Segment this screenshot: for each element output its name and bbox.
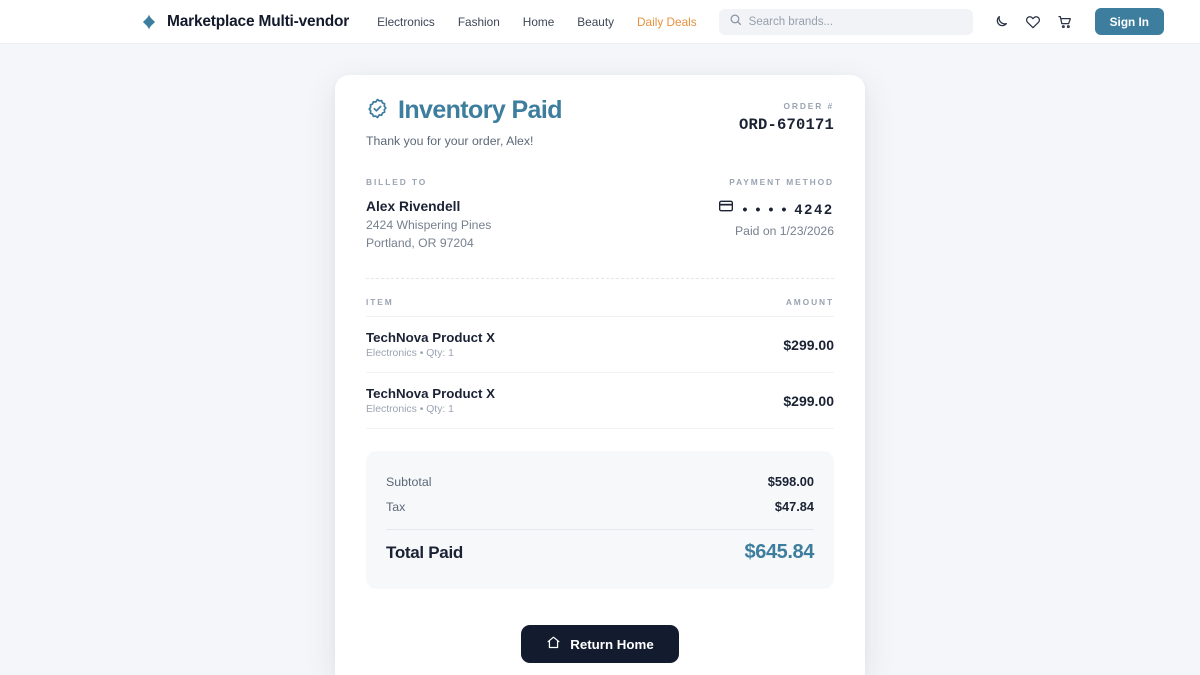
billed-to-block: BILLED TO Alex Rivendell 2424 Whispering… [366, 177, 491, 250]
site-header: Marketplace Multi-vendor Electronics Fas… [0, 0, 1200, 44]
home-icon [546, 635, 561, 653]
credit-card-icon [718, 198, 734, 219]
subtotal-label: Subtotal [386, 474, 432, 489]
receipt-title-left: Inventory Paid Thank you for your order,… [366, 97, 562, 148]
order-number-value: ORD-670171 [738, 116, 834, 134]
badge-check-icon [366, 97, 389, 125]
item-info: TechNova Product X Electronics • Qty: 1 [366, 386, 495, 415]
item-amount: $299.00 [783, 336, 834, 353]
billing-payment-row: BILLED TO Alex Rivendell 2424 Whispering… [366, 177, 834, 250]
brand-logo-link[interactable]: Marketplace Multi-vendor [140, 13, 349, 31]
heart-icon[interactable] [1025, 14, 1041, 30]
main-nav: Electronics Fashion Home Beauty Daily De… [377, 15, 697, 29]
billed-to-name: Alex Rivendell [366, 199, 461, 214]
header-actions: Sign In [993, 8, 1164, 35]
items-table-header: ITEM AMOUNT [366, 279, 834, 317]
tax-label: Tax [386, 499, 406, 514]
paid-on-date: Paid on 1/23/2026 [735, 224, 834, 238]
totals-divider [386, 529, 814, 530]
grand-total-label: Total Paid [386, 542, 463, 562]
nav-link-electronics[interactable]: Electronics [377, 14, 435, 29]
billed-to-address-line2: Portland, OR 97204 [366, 236, 474, 250]
search-input[interactable] [748, 15, 963, 28]
shopping-cart-icon[interactable] [1057, 14, 1073, 30]
item-name: TechNova Product X [366, 386, 496, 401]
subtotal-row: Subtotal $598.00 [386, 469, 814, 494]
card-last4: • • • • 4242 [742, 200, 834, 217]
items-header-item: ITEM [366, 297, 394, 307]
section-divider [366, 278, 834, 279]
receipt-footer: Return Home Need help? Contact Support [335, 589, 865, 675]
subtotal-value: $598.00 [767, 474, 814, 489]
billed-to-address-line1: 2424 Whispering Pines [366, 218, 492, 232]
payment-method-block: PAYMENT METHOD • • • • 4242 Paid on 1/23… [718, 177, 834, 250]
item-info: TechNova Product X Electronics • Qty: 1 [366, 330, 495, 359]
tax-value: $47.84 [774, 499, 814, 514]
thank-you-text: Thank you for your order, Alex! [366, 134, 534, 148]
diamond-leaf-logo-icon [140, 13, 158, 31]
table-row: TechNova Product X Electronics • Qty: 1 … [366, 373, 834, 429]
receipt-body: Inventory Paid Thank you for your order,… [335, 75, 865, 589]
page-title: Inventory Paid [398, 96, 562, 125]
order-number-label: ORDER # [783, 101, 834, 111]
payment-method-label: PAYMENT METHOD [729, 177, 834, 187]
receipt-status-line: Inventory Paid [366, 97, 562, 125]
item-amount: $299.00 [783, 392, 834, 409]
item-name: TechNova Product X [366, 330, 496, 345]
nav-link-home[interactable]: Home [522, 14, 555, 29]
search-box[interactable] [718, 8, 973, 35]
return-home-button[interactable]: Return Home [521, 625, 679, 663]
grand-total-value: $645.84 [744, 541, 815, 563]
return-home-label: Return Home [570, 636, 654, 652]
table-row: TechNova Product X Electronics • Qty: 1 … [366, 317, 834, 373]
sign-in-button[interactable]: Sign In [1094, 8, 1164, 35]
tax-row: Tax $47.84 [386, 494, 814, 519]
brand-name: Marketplace Multi-vendor [167, 12, 350, 30]
receipt-card: Inventory Paid Thank you for your order,… [335, 75, 865, 675]
totals-panel: Subtotal $598.00 Tax $47.84 Total Paid $… [366, 451, 834, 589]
items-header-amount: AMOUNT [785, 297, 834, 307]
grand-total-row: Total Paid $645.84 [386, 536, 814, 569]
payment-card-row: • • • • 4242 [718, 198, 834, 219]
search-icon [729, 13, 742, 31]
item-meta: Electronics • Qty: 1 [366, 348, 454, 359]
nav-link-beauty[interactable]: Beauty [577, 14, 614, 29]
order-number-block: ORDER # ORD-670171 [739, 97, 834, 134]
item-meta: Electronics • Qty: 1 [366, 404, 454, 415]
nav-link-daily-deals[interactable]: Daily Deals [637, 14, 697, 29]
billed-to-label: BILLED TO [366, 177, 428, 187]
moon-icon[interactable] [993, 14, 1009, 30]
receipt-title-row: Inventory Paid Thank you for your order,… [366, 97, 834, 148]
page-stage: Inventory Paid Thank you for your order,… [0, 44, 1200, 675]
nav-link-fashion[interactable]: Fashion [457, 14, 500, 29]
